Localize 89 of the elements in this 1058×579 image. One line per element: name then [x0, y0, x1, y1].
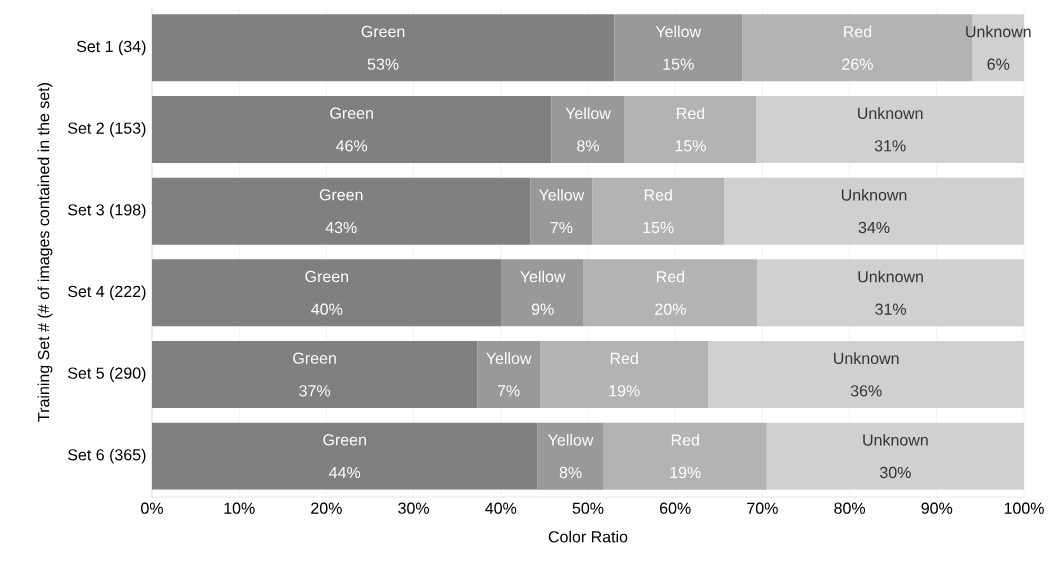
data-label: 31% — [875, 303, 907, 315]
data-label: 31% — [874, 140, 906, 152]
text: Unknown — [841, 188, 907, 201]
text: Yellow — [486, 352, 532, 365]
data-label: 30% — [879, 466, 911, 479]
text: Unknown — [858, 107, 923, 120]
text: Yellow — [655, 25, 702, 38]
x-tick-label: 80% — [834, 502, 866, 514]
x-tick-label: 30% — [398, 502, 430, 514]
y-tick-label: Set 4 (222) — [68, 285, 146, 301]
data-label: 6% — [987, 58, 1010, 70]
x-tick-label: 60% — [660, 502, 691, 514]
data-label: 40% — [311, 303, 343, 315]
data-label: 46% — [336, 140, 368, 152]
data-label: 43% — [325, 221, 357, 234]
y-tick-label: Set 5 (290) — [68, 367, 146, 382]
bar — [152, 341, 478, 408]
bar — [477, 341, 541, 408]
text: Red — [844, 25, 872, 38]
data-label: 7% — [550, 221, 573, 234]
x-tick-label: 100% — [1004, 502, 1044, 514]
bar — [592, 177, 725, 245]
data-label: 34% — [858, 221, 890, 234]
bar — [756, 96, 1025, 163]
x-tick-label: 0% — [141, 502, 163, 514]
data-label: 53% — [367, 58, 399, 70]
bar — [583, 259, 758, 327]
data-label: 7% — [497, 385, 520, 397]
data-label: 15% — [675, 140, 706, 152]
bar — [152, 177, 531, 245]
text: Red — [610, 352, 638, 365]
bar — [766, 422, 1025, 490]
text: Unknown — [863, 433, 928, 446]
text: Unknown — [858, 270, 923, 283]
y-tick-label: Set 2 (153) — [68, 122, 146, 137]
x-tick-label: 40% — [485, 502, 517, 514]
x-tick-label: 20% — [311, 502, 342, 514]
bar — [501, 259, 584, 327]
data-label: 36% — [850, 385, 882, 397]
data-label: 19% — [670, 466, 701, 479]
data-label: 19% — [609, 385, 640, 397]
y-tick-label: Set 6 (365) — [68, 448, 146, 464]
bar — [537, 422, 604, 490]
series-label: Yellow — [538, 188, 585, 201]
x-tick-label: 50% — [572, 502, 604, 514]
text: Green — [361, 25, 405, 38]
text: Yellow — [565, 107, 611, 120]
data-label: 37% — [299, 385, 331, 397]
bar — [724, 177, 1025, 245]
series-label: Green — [319, 189, 363, 201]
text: Red — [657, 270, 685, 283]
text: Yellow — [520, 270, 566, 283]
text: Green — [323, 434, 366, 446]
text: Green — [330, 107, 373, 119]
y-axis-title: Training Set # (# of images contained in the set) — [37, 83, 53, 422]
data-label: 44% — [329, 466, 361, 479]
y-tick-label: Set 1 (34) — [76, 40, 146, 56]
text: Green — [293, 352, 336, 364]
text: Red — [644, 188, 672, 201]
bar — [603, 422, 767, 490]
text: Red — [677, 107, 705, 120]
x-tick-label: 70% — [747, 502, 778, 514]
text: Unknown — [834, 352, 899, 365]
bar — [624, 96, 757, 163]
text: Green — [305, 270, 349, 283]
data-label: 8% — [577, 140, 599, 152]
series-label: Red — [671, 433, 699, 446]
bar — [152, 14, 615, 82]
bar — [530, 177, 593, 245]
bar — [551, 96, 625, 163]
bar — [152, 96, 552, 163]
y-tick-label: Set 3 (198) — [68, 203, 146, 219]
x-tick-label: 10% — [224, 502, 255, 514]
data-label: 9% — [531, 303, 554, 315]
x-tick-label: 90% — [921, 502, 953, 514]
data-label: 8% — [559, 466, 582, 479]
bar — [540, 341, 709, 408]
data-label: 15% — [663, 58, 694, 70]
text: Yellow — [548, 433, 594, 446]
bar — [757, 259, 1025, 327]
x-axis-title: Color Ratio — [548, 530, 628, 543]
data-label: 20% — [655, 303, 686, 315]
bar — [614, 14, 743, 82]
bar — [152, 422, 538, 490]
series-label: Unknown — [966, 25, 1031, 38]
data-label: 15% — [643, 221, 674, 234]
data-label: 26% — [842, 58, 873, 70]
bar — [708, 341, 1025, 408]
bar — [152, 259, 502, 327]
